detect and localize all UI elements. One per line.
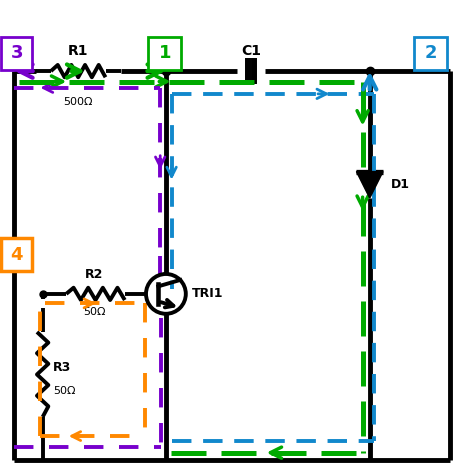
Text: D1: D1 <box>391 178 410 191</box>
Text: 3: 3 <box>10 44 23 62</box>
FancyBboxPatch shape <box>1 238 32 271</box>
Text: 500Ω: 500Ω <box>64 97 93 107</box>
FancyBboxPatch shape <box>414 37 447 70</box>
Text: 50Ω: 50Ω <box>53 386 75 396</box>
Text: 2: 2 <box>424 44 437 62</box>
Text: TRI1: TRI1 <box>192 287 223 301</box>
Text: 50Ω: 50Ω <box>83 307 106 317</box>
FancyBboxPatch shape <box>148 37 181 70</box>
Text: C1: C1 <box>241 44 261 58</box>
Text: R1: R1 <box>68 44 89 58</box>
Text: R2: R2 <box>85 268 103 281</box>
Text: 1: 1 <box>159 44 171 62</box>
Text: R3: R3 <box>53 361 72 374</box>
Polygon shape <box>356 172 383 198</box>
Text: 4: 4 <box>10 246 23 264</box>
FancyBboxPatch shape <box>1 37 32 70</box>
